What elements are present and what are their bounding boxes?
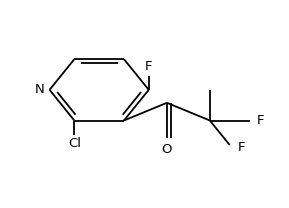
Text: F: F [237,141,245,154]
Text: F: F [145,60,153,73]
Text: N: N [35,83,45,96]
Text: Cl: Cl [68,137,81,150]
Text: O: O [162,143,172,156]
Text: F: F [257,114,265,127]
